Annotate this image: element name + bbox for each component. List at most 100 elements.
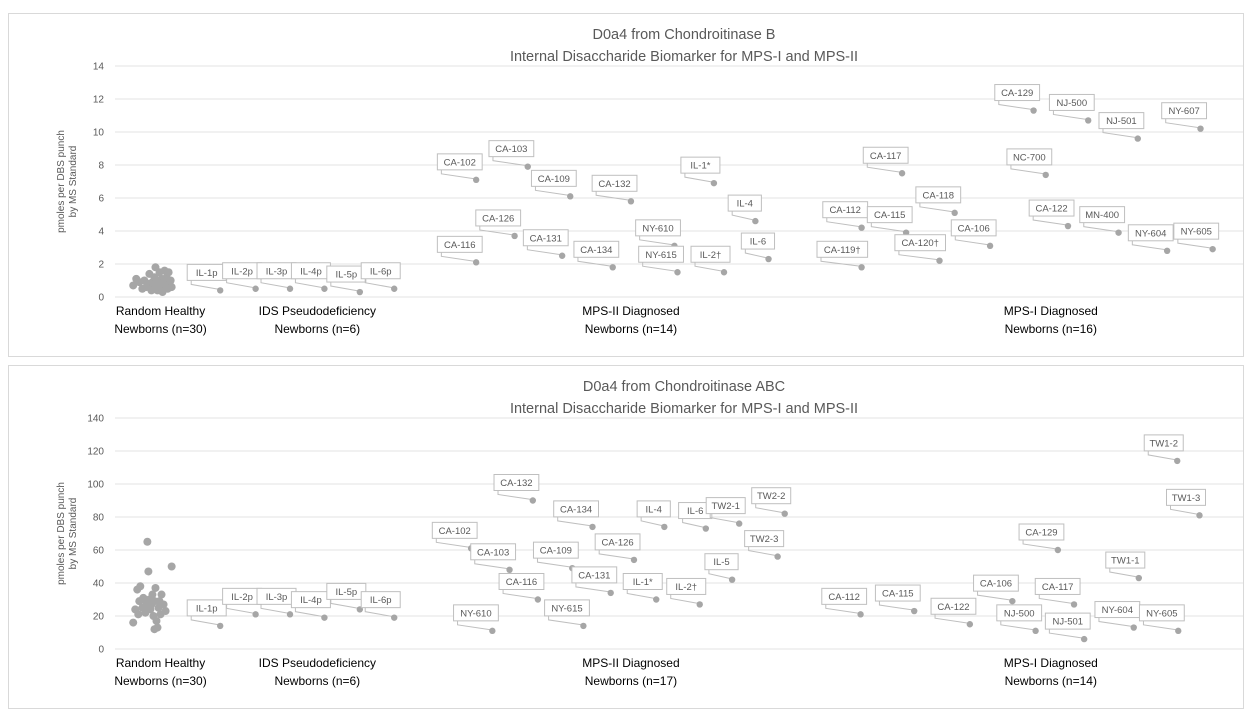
data-label: NY-610 bbox=[460, 608, 491, 619]
callout-leader bbox=[226, 604, 255, 614]
data-label: NJ-501 bbox=[1106, 116, 1137, 127]
chart-subtitle: Internal Disaccharide Biomarker for MPS-… bbox=[510, 49, 858, 65]
data-point bbox=[735, 520, 743, 527]
callout-box bbox=[431, 521, 478, 539]
callout-leader bbox=[435, 538, 471, 548]
callout-leader bbox=[190, 280, 220, 290]
callout-box bbox=[360, 262, 401, 280]
data-label: NY-605 bbox=[1181, 227, 1212, 238]
chart-chondroitinase-b: D0a4 from Chondroitinase B Internal Disac… bbox=[56, 27, 1243, 336]
callout-box bbox=[436, 235, 483, 253]
callout-box bbox=[498, 573, 545, 590]
data-label: IL-2p bbox=[231, 592, 253, 603]
callout-leader bbox=[457, 620, 492, 631]
data-point bbox=[217, 287, 224, 294]
data-label: IL-1* bbox=[633, 577, 653, 588]
callout-leader bbox=[744, 249, 768, 259]
data-label: NJ-501 bbox=[1052, 617, 1083, 628]
callout-box bbox=[436, 153, 483, 171]
callout-leader bbox=[1052, 110, 1088, 120]
labeled-point: TW2-2 bbox=[751, 487, 792, 517]
data-point bbox=[1064, 222, 1072, 230]
category-label: MPS-I Diagnosed bbox=[1004, 304, 1098, 318]
data-label: IL-1p bbox=[196, 603, 218, 614]
callout-box bbox=[740, 232, 776, 250]
labeled-point: NY-605 bbox=[1173, 222, 1220, 253]
callout-box bbox=[973, 574, 1019, 592]
labeled-point: IL-4p bbox=[290, 591, 331, 621]
callout-box bbox=[727, 194, 762, 212]
category-label: Newborns (n=6) bbox=[274, 322, 360, 336]
callout-box bbox=[591, 174, 638, 192]
callout-leader bbox=[294, 607, 324, 618]
callout-box bbox=[1105, 551, 1146, 569]
data-label: IL-2† bbox=[675, 582, 697, 593]
labeled-point: CA-112 bbox=[822, 201, 869, 231]
data-point bbox=[391, 614, 398, 621]
data-point bbox=[157, 590, 166, 599]
labeled-point: CA-132 bbox=[591, 174, 638, 205]
data-label: NY-604 bbox=[1135, 228, 1166, 239]
data-label: TW1-3 bbox=[1172, 493, 1201, 504]
callout-leader bbox=[709, 513, 739, 524]
callout-leader bbox=[294, 278, 324, 289]
labeled-point: TW2-3 bbox=[744, 530, 785, 560]
data-label: IL-6p bbox=[370, 266, 392, 277]
labeled-point: NJ-501 bbox=[1044, 612, 1091, 643]
data-point bbox=[728, 576, 736, 583]
callout-box bbox=[638, 245, 684, 263]
data-label: TW1-1 bbox=[1111, 556, 1140, 567]
category-label: Newborns (n=30) bbox=[114, 322, 206, 336]
callout-box bbox=[950, 219, 997, 237]
callout-box bbox=[360, 591, 401, 609]
callout-box bbox=[874, 584, 921, 602]
callout-box bbox=[866, 206, 913, 224]
y-tick-label: 120 bbox=[87, 447, 104, 458]
callout-leader bbox=[364, 278, 394, 289]
labeled-point: CA-129 bbox=[1018, 523, 1065, 554]
labeled-point: CA-102 bbox=[436, 153, 483, 184]
data-label: NY-605 bbox=[1146, 608, 1177, 619]
category-label: Newborns (n=14) bbox=[585, 322, 677, 336]
callout-box bbox=[1143, 434, 1184, 452]
data-point bbox=[580, 622, 587, 630]
labeled-point: TW1-2 bbox=[1143, 434, 1184, 465]
category-label: Random Healthy bbox=[116, 656, 205, 670]
data-label: TW2-2 bbox=[757, 491, 786, 502]
data-point bbox=[1070, 601, 1078, 608]
data-label: IL-1* bbox=[690, 161, 710, 172]
chart-chondroitinase-abc: D0a4 from Chondroitinase ABC Internal Dis… bbox=[56, 379, 1243, 688]
data-label: CA-120† bbox=[901, 238, 939, 249]
data-label: IL-2p bbox=[231, 266, 253, 277]
labeled-point: IL-4 bbox=[636, 500, 671, 531]
data-label: NY-615 bbox=[645, 250, 676, 261]
labeled-point: CA-117 bbox=[862, 146, 909, 177]
data-label: CA-131 bbox=[578, 570, 610, 581]
chart-title: D0a4 from Chondroitinase ABC bbox=[583, 379, 785, 395]
data-label: CA-109 bbox=[538, 174, 570, 185]
data-point bbox=[674, 269, 681, 276]
data-point bbox=[589, 523, 596, 531]
data-point bbox=[951, 209, 958, 217]
y-tick-label: 100 bbox=[87, 480, 104, 491]
labeled-point: IL-6 bbox=[740, 232, 776, 263]
callout-box bbox=[666, 577, 707, 595]
data-point bbox=[1115, 229, 1122, 236]
data-point bbox=[752, 217, 759, 225]
data-label: IL-6p bbox=[370, 595, 392, 606]
data-label: CA-112 bbox=[829, 205, 861, 216]
data-point bbox=[857, 611, 864, 618]
y-tick-label: 0 bbox=[98, 293, 104, 304]
data-label: NY-615 bbox=[551, 603, 582, 614]
callout-box bbox=[493, 474, 540, 491]
callout-box bbox=[1127, 224, 1174, 242]
labeled-point: CA-116 bbox=[498, 573, 545, 603]
data-label: CA-103 bbox=[477, 547, 509, 558]
callout-leader bbox=[1098, 617, 1133, 628]
data-point bbox=[151, 583, 160, 592]
data-point bbox=[153, 623, 162, 632]
callout-leader bbox=[898, 250, 939, 261]
callout-box bbox=[1018, 523, 1065, 541]
y-axis-label-line: pmoles per DBS punch bbox=[56, 130, 67, 233]
data-label: CA-132 bbox=[598, 179, 630, 190]
